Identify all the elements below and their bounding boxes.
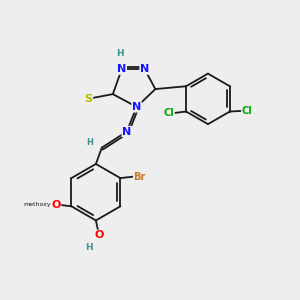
Text: H: H <box>85 243 93 252</box>
Text: Br: Br <box>134 172 146 182</box>
Text: N: N <box>117 64 126 74</box>
Text: O: O <box>51 200 61 210</box>
Text: N: N <box>140 64 149 74</box>
Text: O: O <box>94 230 104 240</box>
Text: Cl: Cl <box>242 106 253 116</box>
Text: N: N <box>122 127 131 136</box>
Text: H: H <box>86 138 93 147</box>
Text: H: H <box>116 49 124 58</box>
Text: methoxy: methoxy <box>24 202 51 207</box>
Text: S: S <box>85 94 92 103</box>
Text: Cl: Cl <box>164 108 174 118</box>
Text: N: N <box>132 102 141 112</box>
